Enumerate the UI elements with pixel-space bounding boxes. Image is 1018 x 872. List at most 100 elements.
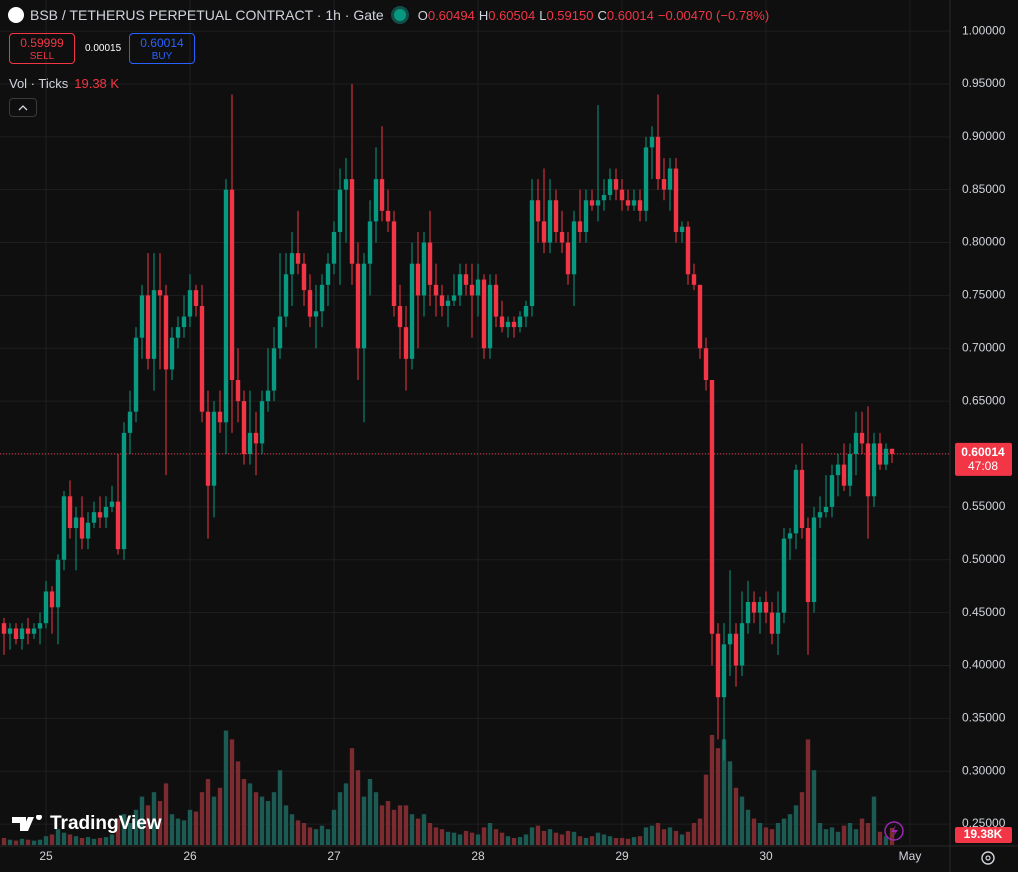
candle-body (781, 538, 787, 613)
candle-body (655, 136, 661, 180)
candle-body (307, 290, 313, 317)
candle-body (37, 623, 43, 629)
candle-body (415, 263, 421, 296)
candle-body (649, 136, 655, 148)
volume-bar (343, 783, 349, 845)
candle-body (361, 263, 367, 349)
watermark-text: TradingView (50, 813, 162, 834)
volume-bar (481, 827, 487, 845)
candle-body (1, 623, 7, 634)
volume-bar (175, 818, 181, 845)
volume-bar (121, 814, 127, 845)
volume-bar (19, 838, 25, 845)
x-tick-label: 26 (183, 849, 197, 863)
volume-bar (193, 811, 199, 845)
volume-bar (229, 739, 235, 845)
candle-body (769, 612, 775, 634)
candle-body (697, 284, 703, 349)
volume-bar (877, 831, 883, 845)
candle-body (583, 200, 589, 232)
volume-bar (13, 840, 19, 845)
volume-bar (487, 822, 493, 845)
candle-body (763, 602, 769, 613)
volume-bar (463, 830, 469, 845)
volume-bar (67, 834, 73, 845)
watermark-logo (12, 815, 42, 831)
candle-body (607, 179, 613, 195)
volume-bar (595, 832, 601, 845)
volume-value: 19.38 K (74, 76, 120, 91)
candle-body (727, 633, 733, 645)
candle-body (577, 221, 583, 232)
buy-button[interactable]: 0.60014 BUY (129, 33, 195, 64)
candle-body (25, 628, 31, 634)
candle-body (835, 464, 841, 476)
volume-bar (745, 809, 751, 845)
sell-button[interactable]: 0.59999 SELL (9, 33, 75, 64)
volume-bar (775, 822, 781, 845)
volume-bar (115, 818, 121, 845)
candle-body (685, 226, 691, 275)
candle-body (133, 337, 139, 412)
candle-body (733, 633, 739, 666)
volume-title[interactable]: Vol · Ticks (9, 76, 69, 91)
volume-bar (739, 796, 745, 845)
volume-bar (565, 830, 571, 845)
volume-bar (847, 822, 853, 845)
volume-bar (97, 837, 103, 845)
y-tick-label: 0.55000 (962, 499, 1006, 513)
volume-bar (103, 837, 109, 845)
market-status (393, 9, 406, 21)
candle-body (403, 327, 409, 359)
ohlc-value: 0.60504 (488, 7, 536, 23)
candles (1, 83, 895, 761)
volume-bar (751, 818, 757, 845)
candle-body (85, 522, 91, 539)
candle-body (79, 517, 85, 539)
settings-hub (985, 855, 991, 861)
volume-bar (835, 831, 841, 845)
volume-bar (247, 783, 253, 845)
candle-body (853, 432, 859, 455)
volume-bar (625, 838, 631, 845)
candle-body (277, 316, 283, 349)
candle-body (121, 432, 127, 550)
volume-bar (355, 770, 361, 845)
volume-bar (649, 825, 655, 845)
candle-body (553, 200, 559, 232)
x-tick-label: 27 (327, 849, 341, 863)
candle-body (73, 517, 79, 529)
volume-bar (769, 829, 775, 845)
sell-label: SELL (29, 51, 55, 62)
settings-icon[interactable] (981, 851, 995, 865)
volume-bar (157, 800, 163, 845)
candle-body (271, 348, 277, 391)
ohlc-value: 0.60494 (427, 7, 475, 23)
candle-body (775, 612, 781, 634)
volume-bar (643, 827, 649, 845)
symbol-title[interactable]: BSB / TETHERUS PERPETUAL CONTRACT · 1h ·… (30, 7, 384, 23)
volume-bar (91, 838, 97, 845)
volume-bar (349, 748, 355, 845)
candle-body (355, 263, 361, 349)
candle-body (715, 633, 721, 698)
candle-body (457, 274, 463, 296)
alert-icon[interactable] (884, 821, 904, 841)
volume-bar (133, 809, 139, 845)
volume-bar (259, 796, 265, 845)
volume-bar (385, 800, 391, 845)
ohlc-value: 0.60014 (606, 7, 654, 23)
volume-bar (367, 778, 373, 845)
change: −0.00470 (−0.78%) (657, 7, 770, 23)
y-tick-label: 0.65000 (962, 393, 1006, 407)
candle-body (799, 469, 805, 529)
volume-bar (283, 805, 289, 845)
collapse-button[interactable] (9, 98, 37, 117)
volume-bars (1, 730, 895, 845)
candle-body (589, 200, 595, 206)
volume-bar (703, 774, 709, 845)
volume-bar (451, 832, 457, 845)
candle-body (667, 168, 673, 190)
candle-body (571, 221, 577, 275)
candle-body (127, 411, 133, 433)
